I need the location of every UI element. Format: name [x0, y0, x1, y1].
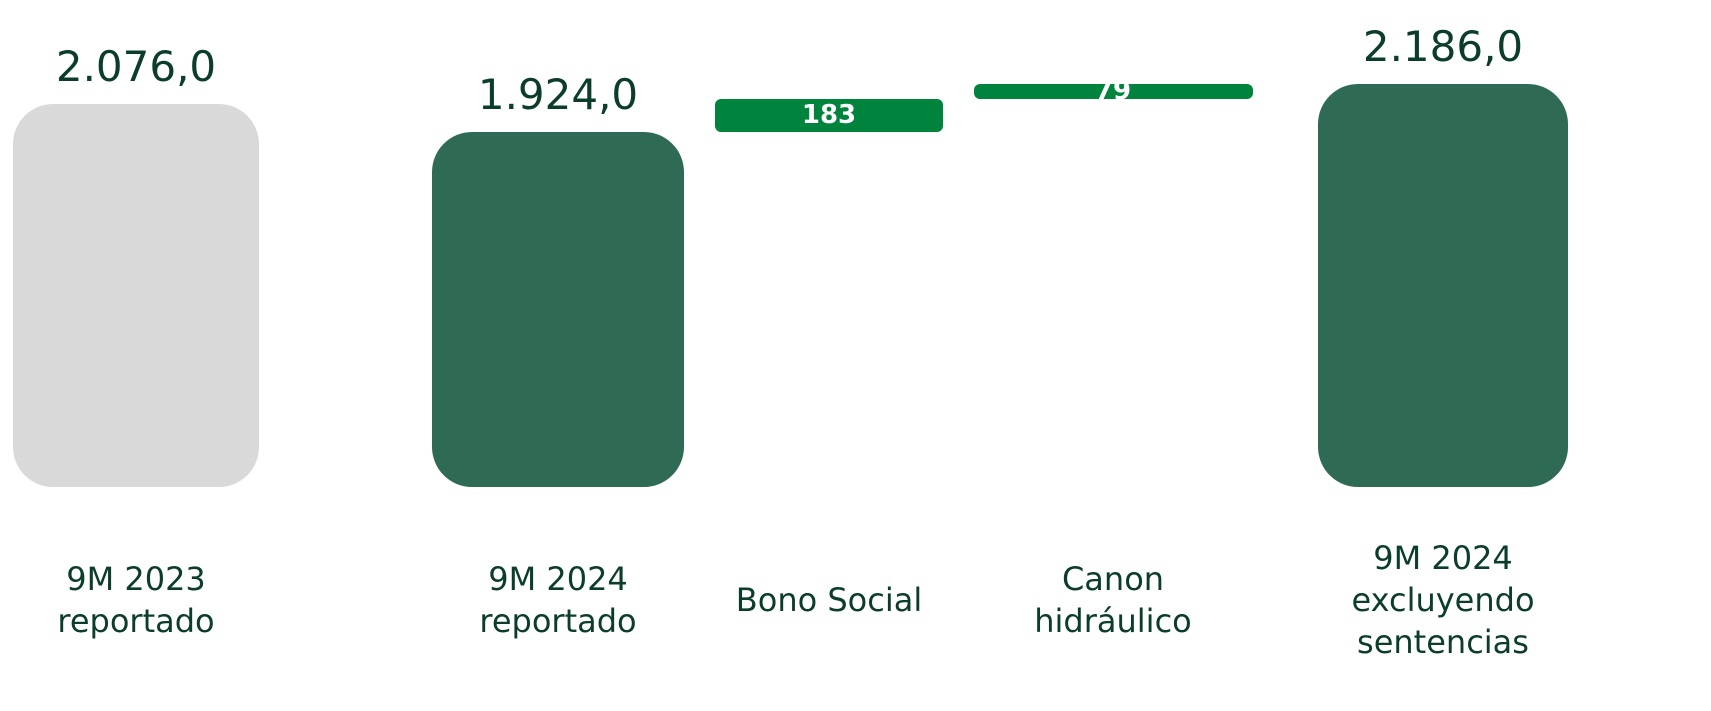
value-label: 183: [801, 100, 857, 131]
value-label: 1.924,0: [477, 70, 639, 120]
category-label: 9M 2023 reportado: [57, 560, 215, 640]
delta-bar: [715, 98, 943, 133]
delta-bar: [973, 84, 1253, 99]
category-label: Canon hidráulico: [1034, 560, 1192, 640]
value-label: 2.076,0: [55, 42, 217, 92]
total-bar: [432, 132, 684, 487]
total-bar: [1318, 84, 1568, 487]
total-bar: [13, 104, 259, 487]
value-label: 2.186,0: [1362, 22, 1524, 71]
category-label: 9M 2024 excluyendo sentencias: [1351, 539, 1535, 661]
value-label: 79: [1094, 76, 1132, 107]
category-label: Bono Social: [735, 581, 923, 619]
category-label: 9M 2024 reportado: [479, 560, 637, 640]
